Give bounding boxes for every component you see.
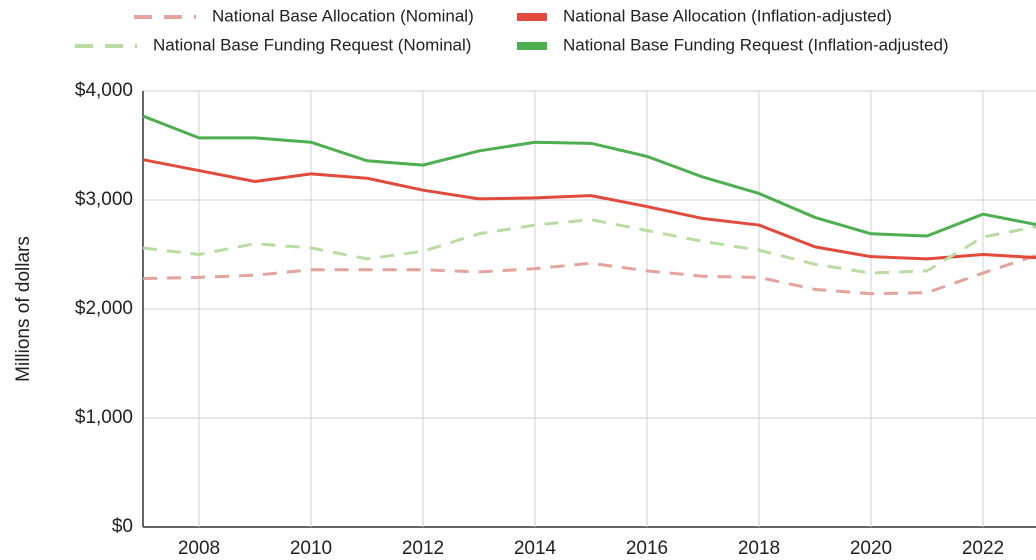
y-tick-label: $0 [112,516,133,537]
y-tick-label: $4,000 [75,80,133,101]
x-tick-label: 2020 [850,538,892,559]
x-tick-label: 2012 [402,538,444,559]
series-line [142,253,1036,296]
x-tick-label: 2010 [290,538,332,559]
series-line [142,218,1036,275]
x-tick-label: 2018 [738,538,780,559]
series-line [142,158,1036,261]
x-tick-label: 2014 [514,538,557,559]
y-tick-label: $3,000 [75,189,133,210]
x-tick-label: 2016 [626,538,668,559]
series-line [142,114,1036,238]
y-tick-label: $1,000 [75,407,133,428]
legend-label: National Base Funding Request (Nominal) [153,35,471,54]
y-axis-label: Millions of dollars [13,236,34,382]
y-tick-label: $2,000 [75,298,133,319]
legend-label: National Base Allocation (Nominal) [212,6,474,25]
x-tick-label: 2008 [178,538,220,559]
x-tick-label: 2022 [962,538,1004,559]
legend-label: National Base Allocation (Inflation-adju… [563,6,892,25]
legend-label: National Base Funding Request (Inflation… [563,35,949,54]
